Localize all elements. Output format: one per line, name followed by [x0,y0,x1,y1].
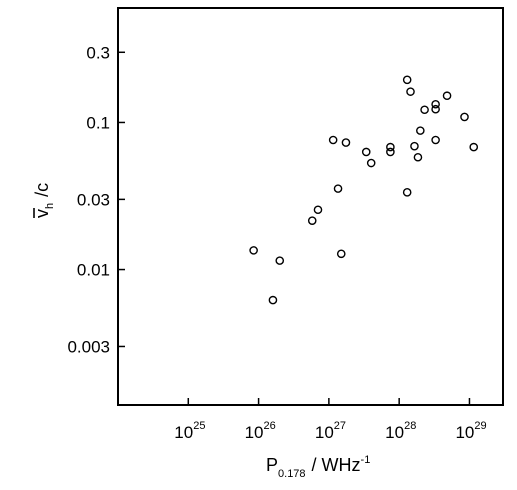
data-point [341,138,351,147]
x-tick-label: 1025 [174,420,205,442]
data-point [410,141,419,151]
x-axis-label-subscript: 0.178 [278,468,306,480]
y-tick-label: 0.003 [67,337,110,356]
data-point [386,142,395,152]
y-axis-label: vh/c [32,183,56,218]
data-point [413,152,423,162]
data-point [386,147,395,157]
data-point [268,295,278,305]
data-point [431,104,440,114]
data-point [402,188,412,197]
data-point [402,75,412,85]
data-point [431,135,440,145]
y-axis-ticks: 0.003 0.01 0.03 0.1 0.3 [67,43,125,356]
data-point [361,147,371,157]
y-tick-label: 0.3 [86,43,110,62]
data-point [406,87,415,96]
x-tick-label: 1028 [385,420,416,442]
data-point [460,112,469,122]
data-point [336,249,346,259]
data-points [249,75,479,305]
data-point [431,99,440,109]
y-tick-label: 0.03 [77,190,110,209]
x-tick-label: 1029 [455,420,486,442]
data-point [442,91,452,101]
data-point [469,142,479,152]
data-point [313,205,323,215]
plot-frame [117,7,504,406]
x-tick-label: 1027 [315,420,346,442]
y-axis-label-subscript: h [44,203,56,209]
x-axis-label-superscript: -1 [361,454,371,466]
data-point [328,135,338,145]
data-point [249,246,258,255]
x-tick-label: 1026 [245,420,276,442]
svg-text:vh/c: vh/c [32,183,56,218]
x-axis-ticks: 1025 1026 1027 1028 1029 [174,398,487,442]
x-axis-label: P0.178/ WHz-1 [266,454,370,480]
data-point [333,184,343,193]
data-point [307,216,317,225]
y-tick-label: 0.1 [86,113,110,132]
y-tick-label: 0.01 [77,261,110,280]
y-axis-label-main: v [32,209,52,218]
data-point [366,158,376,168]
data-point [420,105,429,115]
data-point [275,256,285,265]
data-point [416,126,425,135]
